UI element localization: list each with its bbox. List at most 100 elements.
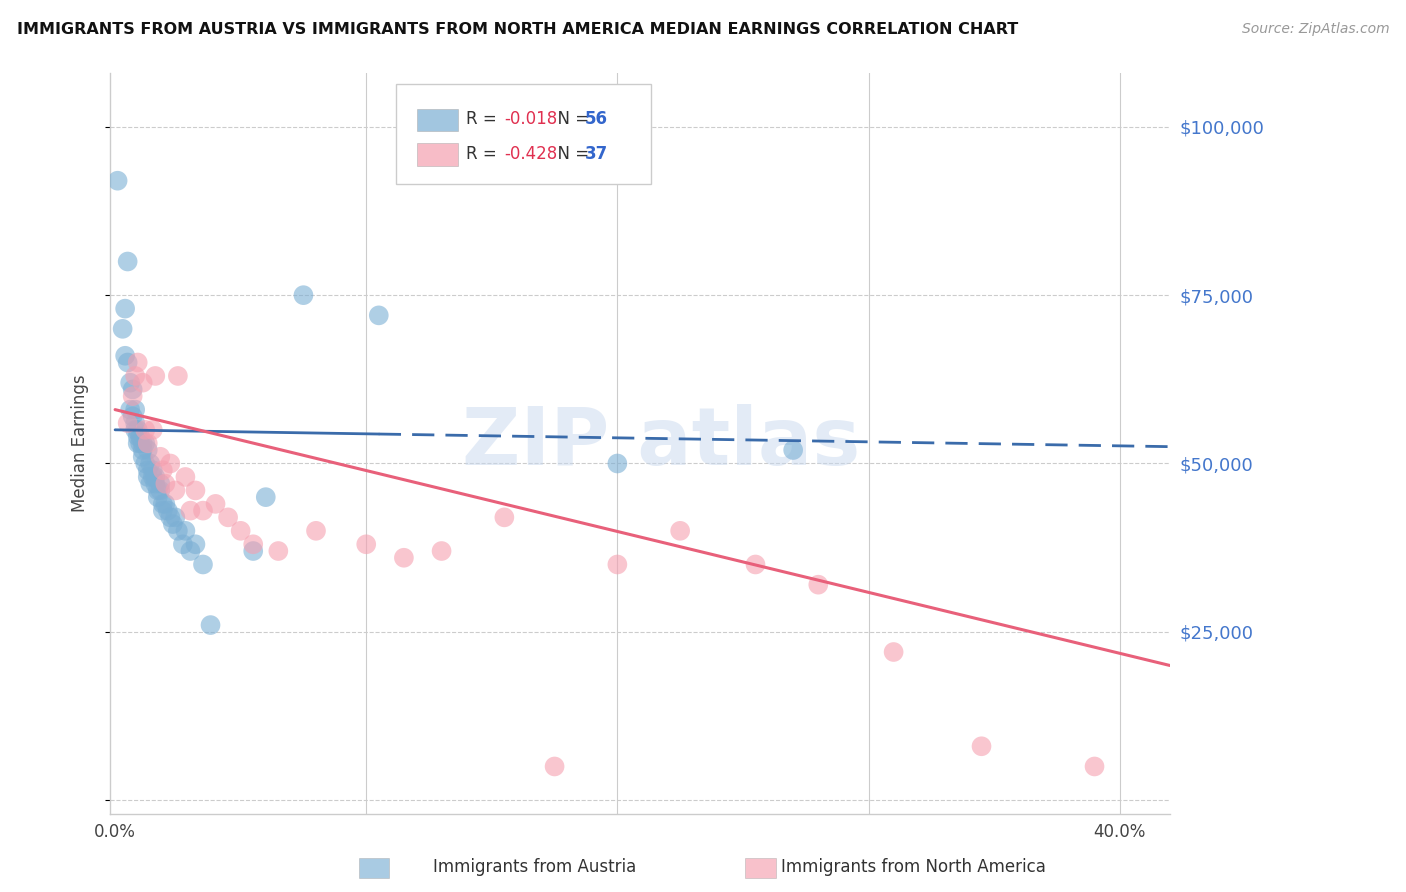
Point — [152, 497, 174, 511]
Point — [242, 544, 264, 558]
Point — [669, 524, 692, 538]
Point — [146, 483, 169, 498]
Point — [191, 558, 214, 572]
Point — [121, 389, 143, 403]
Point — [494, 510, 516, 524]
Point — [136, 443, 159, 458]
Point — [121, 409, 143, 424]
Point — [134, 436, 156, 450]
Text: Source: ZipAtlas.com: Source: ZipAtlas.com — [1241, 22, 1389, 37]
Point — [117, 355, 139, 369]
Point — [883, 645, 905, 659]
Point — [132, 450, 155, 464]
Point — [107, 174, 129, 188]
Point — [142, 463, 165, 477]
Point — [354, 537, 377, 551]
Text: -0.428: -0.428 — [505, 145, 558, 162]
Point — [114, 349, 136, 363]
Point — [172, 537, 194, 551]
Point — [159, 457, 181, 471]
Text: R =: R = — [467, 110, 502, 128]
FancyBboxPatch shape — [396, 84, 651, 184]
Point — [127, 423, 149, 437]
Point — [139, 476, 162, 491]
Point — [229, 524, 252, 538]
Point — [127, 355, 149, 369]
Point — [267, 544, 290, 558]
Point — [167, 524, 190, 538]
Point — [127, 429, 149, 443]
Point — [606, 558, 628, 572]
Text: Immigrants from North America: Immigrants from North America — [782, 858, 1046, 876]
Text: -0.018: -0.018 — [505, 110, 558, 128]
Point — [165, 483, 187, 498]
Point — [174, 524, 197, 538]
Point — [1083, 759, 1105, 773]
Point — [807, 577, 830, 591]
Point — [744, 558, 766, 572]
Text: Immigrants from Austria: Immigrants from Austria — [433, 858, 636, 876]
Point — [217, 510, 239, 524]
Point — [204, 497, 226, 511]
Point — [242, 537, 264, 551]
FancyBboxPatch shape — [418, 144, 458, 166]
Point — [129, 436, 152, 450]
Point — [254, 490, 277, 504]
Point — [543, 759, 565, 773]
Point — [136, 436, 159, 450]
Point — [200, 618, 222, 632]
Point — [136, 463, 159, 477]
Point — [165, 510, 187, 524]
Point — [124, 416, 146, 430]
Text: IMMIGRANTS FROM AUSTRIA VS IMMIGRANTS FROM NORTH AMERICA MEDIAN EARNINGS CORRELA: IMMIGRANTS FROM AUSTRIA VS IMMIGRANTS FR… — [17, 22, 1018, 37]
Point — [430, 544, 453, 558]
Text: N =: N = — [547, 145, 595, 162]
Point — [111, 322, 134, 336]
Point — [367, 309, 389, 323]
Point — [149, 476, 172, 491]
Point — [134, 423, 156, 437]
Point — [159, 510, 181, 524]
Point — [142, 423, 165, 437]
Text: N =: N = — [547, 110, 595, 128]
Point — [132, 443, 155, 458]
Point — [132, 376, 155, 390]
FancyBboxPatch shape — [418, 109, 458, 131]
Point — [184, 483, 207, 498]
Point — [132, 436, 155, 450]
Point — [149, 483, 172, 498]
Point — [305, 524, 328, 538]
Point — [179, 544, 201, 558]
Text: 37: 37 — [585, 145, 609, 162]
Point — [156, 503, 179, 517]
Point — [142, 470, 165, 484]
Point — [155, 497, 177, 511]
Point — [782, 443, 804, 458]
Point — [152, 503, 174, 517]
Point — [124, 423, 146, 437]
Point — [143, 476, 166, 491]
Point — [152, 463, 174, 477]
Point — [127, 436, 149, 450]
Point — [124, 368, 146, 383]
Point — [117, 416, 139, 430]
Point — [162, 517, 184, 532]
Point — [179, 503, 201, 517]
Point — [117, 254, 139, 268]
Point — [134, 457, 156, 471]
Point — [143, 470, 166, 484]
Point — [155, 476, 177, 491]
Point — [136, 470, 159, 484]
Point — [191, 503, 214, 517]
Point — [174, 470, 197, 484]
Y-axis label: Median Earnings: Median Earnings — [72, 375, 89, 512]
Point — [120, 402, 142, 417]
Point — [184, 537, 207, 551]
Point — [606, 457, 628, 471]
Text: 56: 56 — [585, 110, 607, 128]
Point — [124, 402, 146, 417]
Point — [120, 376, 142, 390]
Point — [970, 739, 993, 754]
Point — [114, 301, 136, 316]
Text: R =: R = — [467, 145, 502, 162]
